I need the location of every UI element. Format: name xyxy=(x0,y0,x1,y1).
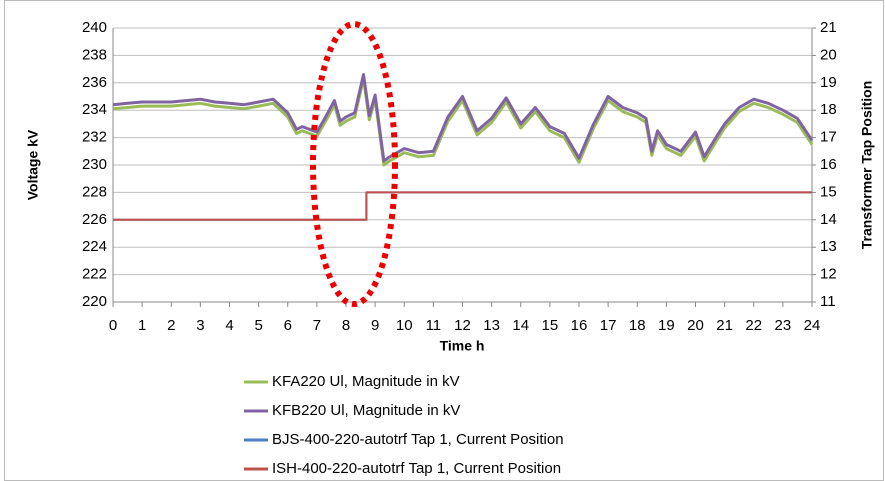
x-tick-label: 4 xyxy=(225,317,233,334)
annotation-ellipse xyxy=(310,21,398,307)
y2-tick-label: 12 xyxy=(820,266,837,283)
y2-tick-label: 19 xyxy=(820,74,837,91)
x-tick-label: 3 xyxy=(196,317,204,334)
y2-tick-label: 13 xyxy=(820,238,837,255)
x-tick-label: 0 xyxy=(109,317,117,334)
x-tick-label: 21 xyxy=(716,317,733,334)
y2-tick-label: 16 xyxy=(820,156,837,173)
y-tick-label: 226 xyxy=(82,211,107,228)
y2-tick-label: 15 xyxy=(820,183,837,200)
x-tick-label: 2 xyxy=(167,317,175,334)
y-tick-label: 240 xyxy=(82,19,107,36)
y2-tick-label: 17 xyxy=(820,129,837,146)
y2-axis-title: Transformer Tap Position xyxy=(859,81,875,250)
legend-label: KFB220 Ul, Magnitude in kV xyxy=(272,402,460,419)
x-axis-title: Time h xyxy=(440,338,485,354)
series-line xyxy=(112,73,814,163)
y-tick-label: 228 xyxy=(82,183,107,200)
y-tick-label: 234 xyxy=(82,101,107,118)
series-line xyxy=(113,191,812,221)
x-tick-label: 8 xyxy=(342,317,350,334)
y2-tick-label: 20 xyxy=(820,46,837,63)
y2-tick-label: 11 xyxy=(820,293,836,310)
y2-tick-label: 14 xyxy=(820,211,837,228)
y2-tick-label: 18 xyxy=(820,101,837,118)
y-tick-label: 230 xyxy=(82,156,107,173)
x-tick-label: 22 xyxy=(745,317,762,334)
x-tick-label: 11 xyxy=(426,317,442,334)
y-tick-label: 232 xyxy=(82,129,107,146)
series-line xyxy=(113,191,812,221)
y-tick-label: 224 xyxy=(82,238,107,255)
legend-label: ISH-400-220-autotrf Tap 1, Current Posit… xyxy=(272,460,561,477)
y-axis-title: Voltage kV xyxy=(25,129,41,200)
x-tick-label: 14 xyxy=(512,317,529,334)
legend-label: BJS-400-220-autotrf Tap 1, Current Posit… xyxy=(272,431,564,448)
x-tick-label: 12 xyxy=(454,317,471,334)
series-line xyxy=(112,77,814,167)
x-tick-label: 5 xyxy=(254,317,262,334)
x-tick-label: 19 xyxy=(658,317,675,334)
x-tick-label: 13 xyxy=(483,317,500,334)
x-tick-label: 18 xyxy=(629,317,646,334)
x-tick-label: 17 xyxy=(600,317,617,334)
x-tick-label: 16 xyxy=(571,317,588,334)
x-tick-label: 23 xyxy=(775,317,792,334)
y-tick-label: 238 xyxy=(82,46,107,63)
x-tick-label: 20 xyxy=(687,317,704,334)
x-tick-label: 6 xyxy=(284,317,292,334)
x-tick-label: 10 xyxy=(396,317,413,334)
x-tick-label: 1 xyxy=(138,317,146,334)
x-tick-label: 15 xyxy=(542,317,559,334)
legend-label: KFA220 Ul, Magnitude in kV xyxy=(272,373,460,390)
y2-tick-label: 21 xyxy=(820,19,837,36)
y-tick-label: 222 xyxy=(82,266,107,283)
y-tick-label: 236 xyxy=(82,74,107,91)
x-tick-label: 7 xyxy=(313,317,321,334)
x-tick-label: 9 xyxy=(371,317,379,334)
y-tick-label: 220 xyxy=(82,293,107,310)
x-tick-label: 24 xyxy=(804,317,821,334)
